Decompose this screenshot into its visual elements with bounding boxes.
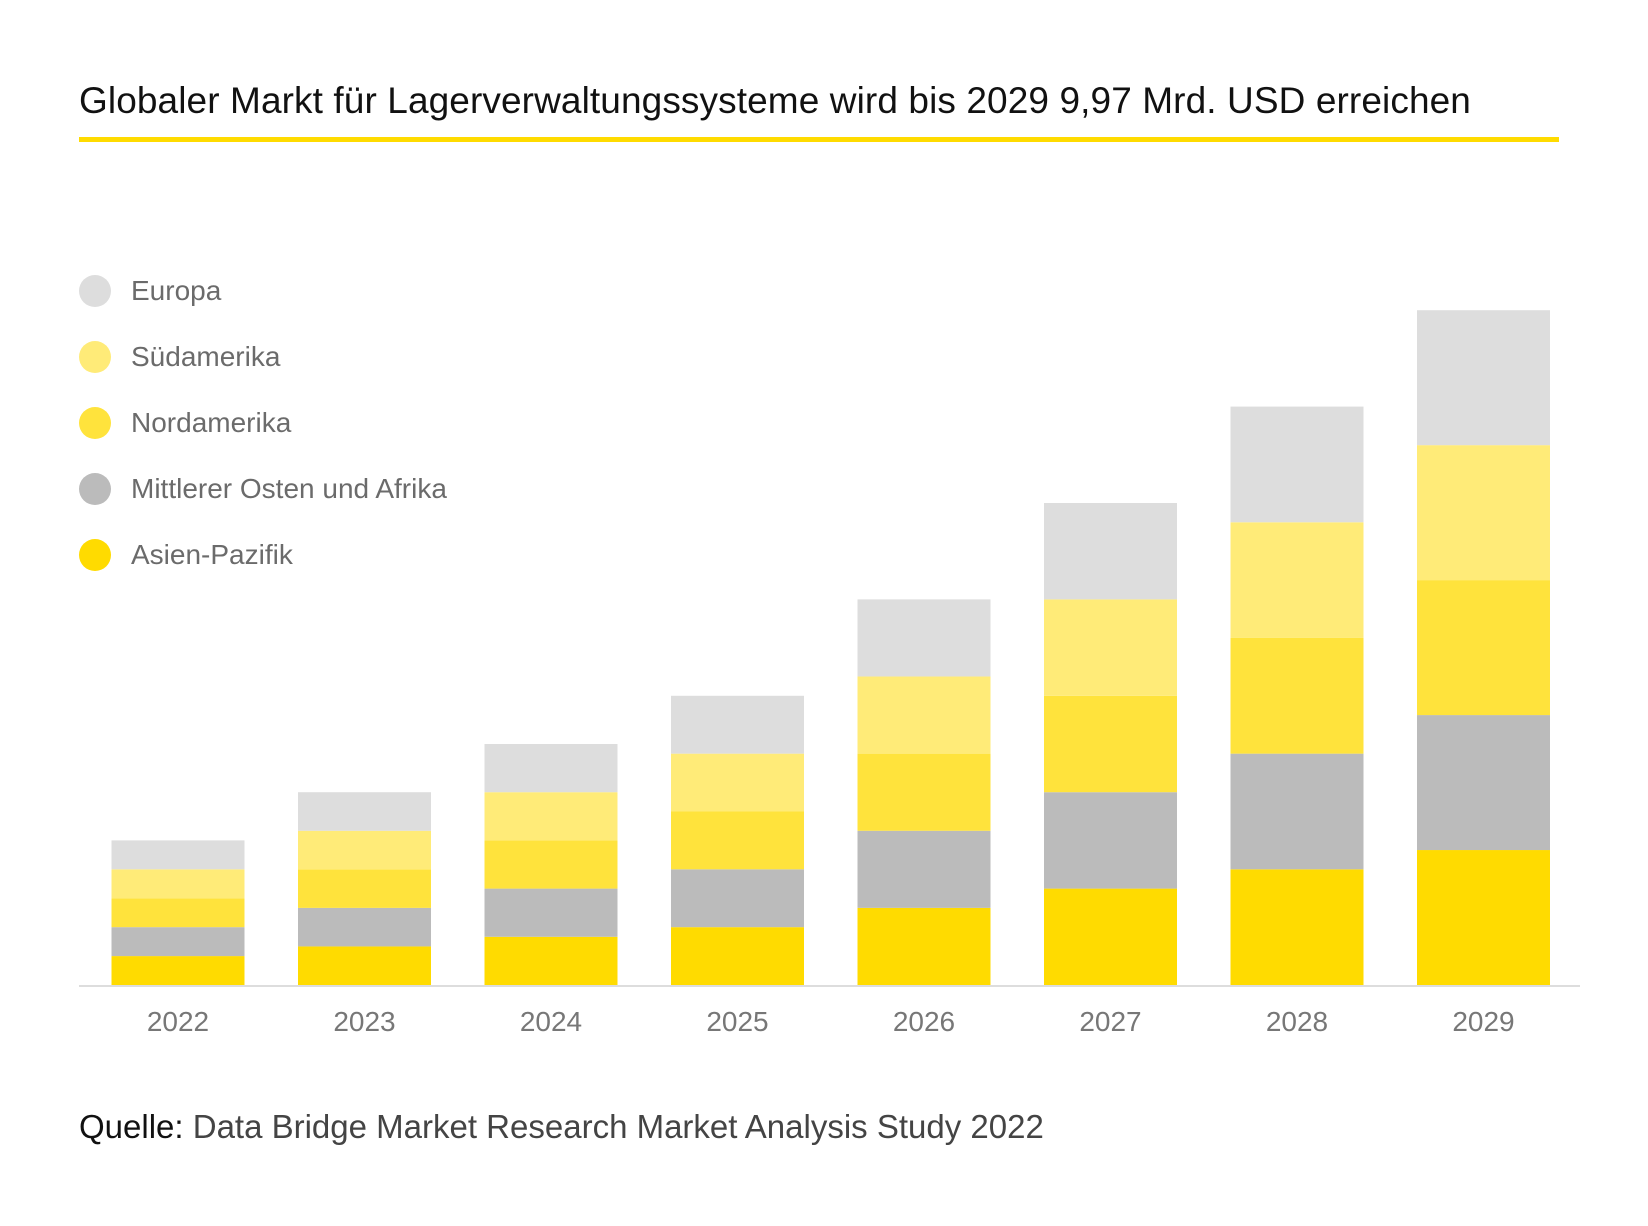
legend-label: Europa	[131, 275, 222, 306]
bar-2025-asien-pazifik	[671, 927, 804, 985]
bar-2026-s-damerika	[857, 676, 991, 754]
bar-2026-mittlerer-osten-und-afrika	[857, 830, 991, 908]
chart-legend: Europa Südamerika Nordamerika Mittlerer Ost…	[79, 258, 447, 588]
bar-2025-mittlerer-osten-und-afrika	[671, 869, 804, 928]
legend-item-europa: Europa	[79, 258, 447, 324]
bar-2027-asien-pazifik	[1044, 888, 1177, 985]
bar-2022-mittlerer-osten-und-afrika	[111, 927, 245, 957]
bar-2026-europa	[857, 599, 991, 677]
bar-2027-s-damerika	[1044, 599, 1177, 696]
bar-2023-s-damerika	[298, 830, 431, 870]
x-tick-label: 2024	[520, 1006, 582, 1037]
legend-item-asien-pazifik: Asien-Pazifik	[79, 522, 447, 588]
legend-item-mittlerer-osten-und-afrika: Mittlerer Osten und Afrika	[79, 456, 447, 522]
bar-2023-nordamerika	[298, 869, 431, 908]
bar-2023-mittlerer-osten-und-afrika	[298, 907, 431, 947]
legend-swatch	[79, 539, 111, 571]
legend-label: Mittlerer Osten und Afrika	[131, 473, 447, 504]
legend-item-s-damerika: Südamerika	[79, 324, 447, 390]
bar-2025-europa	[671, 695, 804, 754]
source-text: Data Bridge Market Research Market Analy…	[183, 1108, 1044, 1145]
bar-2028-europa	[1230, 406, 1364, 523]
x-tick-label: 2028	[1266, 1006, 1328, 1037]
x-tick-label: 2026	[893, 1006, 955, 1037]
bar-2022-s-damerika	[111, 869, 245, 899]
bar-2026-nordamerika	[857, 753, 991, 831]
bar-2022-asien-pazifik	[111, 956, 245, 985]
bar-2028-mittlerer-osten-und-afrika	[1230, 753, 1364, 870]
legend-swatch	[79, 407, 111, 439]
legend-label: Südamerika	[131, 341, 281, 372]
chart-title: Globaler Markt für Lagerverwaltungssyste…	[79, 80, 1471, 121]
bar-2027-nordamerika	[1044, 695, 1177, 793]
bar-2025-s-damerika	[671, 753, 804, 812]
bar-2029-mittlerer-osten-und-afrika	[1417, 715, 1550, 851]
bar-2029-asien-pazifik	[1417, 850, 1550, 985]
bar-2023-asien-pazifik	[298, 946, 431, 985]
bar-2023-europa	[298, 792, 431, 831]
x-tick-label: 2029	[1452, 1006, 1514, 1037]
bar-2024-asien-pazifik	[484, 936, 618, 985]
x-tick-label: 2022	[147, 1006, 209, 1037]
x-tick-label: 2025	[706, 1006, 768, 1037]
title-underline	[79, 137, 1559, 142]
legend-label: Nordamerika	[131, 407, 292, 438]
legend-item-nordamerika: Nordamerika	[79, 390, 447, 456]
bar-2024-europa	[484, 744, 618, 793]
bar-2029-s-damerika	[1417, 445, 1550, 581]
bar-2024-nordamerika	[484, 840, 618, 889]
legend-swatch	[79, 473, 111, 505]
bar-2028-asien-pazifik	[1230, 869, 1364, 985]
bar-2025-nordamerika	[671, 811, 804, 870]
x-tick-label: 2027	[1079, 1006, 1141, 1037]
bar-2027-mittlerer-osten-und-afrika	[1044, 792, 1177, 889]
bar-2024-mittlerer-osten-und-afrika	[484, 888, 618, 937]
bar-2024-s-damerika	[484, 792, 618, 841]
bar-2022-europa	[111, 840, 245, 870]
bar-2027-europa	[1044, 503, 1177, 600]
source-line: Quelle: Data Bridge Market Research Mark…	[79, 1108, 1044, 1146]
legend-swatch	[79, 275, 111, 307]
bar-2029-europa	[1417, 310, 1550, 446]
x-tick-label: 2023	[333, 1006, 395, 1037]
bar-2028-s-damerika	[1230, 522, 1364, 638]
source-label: Quelle:	[79, 1108, 184, 1145]
bar-2029-nordamerika	[1417, 580, 1550, 716]
bar-2022-nordamerika	[111, 898, 245, 928]
legend-swatch	[79, 341, 111, 373]
bar-2028-nordamerika	[1230, 637, 1364, 754]
bar-2026-asien-pazifik	[857, 907, 991, 985]
legend-label: Asien-Pazifik	[131, 539, 293, 570]
